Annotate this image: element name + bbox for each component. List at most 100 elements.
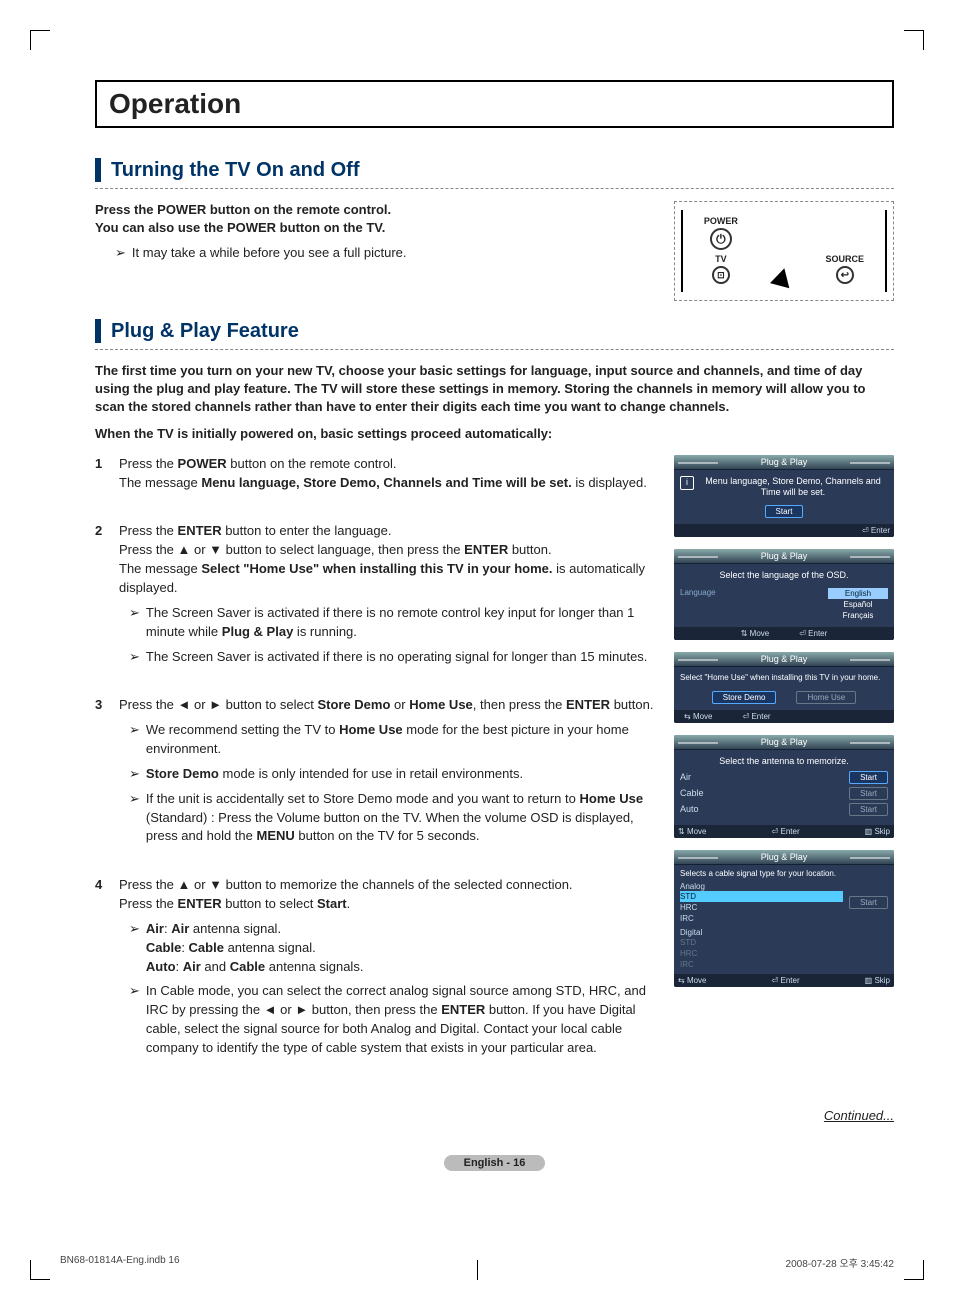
osd-title: Plug & Play <box>674 735 894 750</box>
chapter-title: Operation <box>109 88 880 120</box>
print-footer: BN68-01814A-Eng.indb 16 2008-07-28 오후 3:… <box>60 1255 894 1270</box>
section-intro: The first time you turn on your new TV, … <box>95 362 894 417</box>
osd-title: Plug & Play <box>674 652 894 667</box>
antenna-option[interactable]: Air <box>680 772 691 782</box>
page: Operation Turning the TV On and Off Pres… <box>0 0 954 1310</box>
signal-option[interactable]: HRC <box>680 948 843 959</box>
osd-title: Plug & Play <box>674 850 894 865</box>
section-intro2: When the TV is initially powered on, bas… <box>95 425 894 443</box>
enter-hint: ⏎ Enter <box>772 976 800 985</box>
start-button[interactable]: Start <box>849 803 888 816</box>
bullet-icon: ➢ <box>129 648 140 667</box>
crop-mark <box>904 1260 924 1280</box>
step-number: 2 <box>95 522 119 666</box>
osd-panel-4: Plug & Play Select the antenna to memori… <box>674 735 894 838</box>
start-button[interactable]: Start <box>849 896 888 909</box>
osd-panel-5: Plug & Play Selects a cable signal type … <box>674 850 894 987</box>
start-button[interactable]: Start <box>849 787 888 800</box>
step-3: 3 Press the ◄ or ► button to select Stor… <box>95 696 654 846</box>
source-button-label: SOURCE ↩ <box>826 242 865 286</box>
tv-icon: ⊡ <box>712 266 730 284</box>
osd-panel-3: Plug & Play Select "Home Use" when insta… <box>674 652 894 723</box>
osd-message: Menu language, Store Demo, Channels and … <box>680 476 888 499</box>
bullet-icon: ➢ <box>129 920 140 977</box>
page-number: English - 16 <box>95 1153 894 1171</box>
pointer-arrow-icon <box>770 266 794 289</box>
digital-label: Digital <box>680 928 843 937</box>
osd-message: Select the language of the OSD. <box>680 570 888 582</box>
footer-right: 2008-07-28 오후 3:45:42 <box>786 1255 894 1270</box>
bullet-icon: ➢ <box>129 604 140 642</box>
signal-option[interactable]: STD <box>680 937 843 948</box>
move-hint: ⇆ Move <box>684 712 713 721</box>
source-icon: ↩ <box>836 266 854 284</box>
bullet-icon: ➢ <box>115 245 126 261</box>
skip-hint: ▥ Skip <box>865 976 890 985</box>
osd-panel-1: Plug & Play i Menu language, Store Demo,… <box>674 455 894 537</box>
info-icon: i <box>680 476 694 490</box>
power-icon: ⏻ <box>710 228 732 250</box>
step-4: 4 Press the ▲ or ▼ button to memorize th… <box>95 876 654 1058</box>
label: SOURCE <box>826 254 865 264</box>
intro-text: Press the POWER button on the remote con… <box>95 201 654 237</box>
enter-hint: ⏎ Enter <box>772 827 800 836</box>
lang-option[interactable]: Español <box>828 599 888 610</box>
label: POWER <box>704 216 738 226</box>
footer-left: BN68-01814A-Eng.indb 16 <box>60 1255 180 1270</box>
antenna-option[interactable]: Auto <box>680 804 699 814</box>
signal-option[interactable]: IRC <box>680 913 843 924</box>
osd-title: Plug & Play <box>674 549 894 564</box>
intro-line: Press the POWER button on the remote con… <box>95 202 391 217</box>
continued-label: Continued... <box>95 1108 894 1123</box>
start-button[interactable]: Start <box>765 505 804 518</box>
antenna-option[interactable]: Cable <box>680 788 704 798</box>
power-button-label: POWER ⏻ TV ⊡ <box>704 216 738 286</box>
store-demo-button[interactable]: Store Demo <box>712 691 777 704</box>
step-number: 3 <box>95 696 119 846</box>
bullet-icon: ➢ <box>129 765 140 784</box>
section-header: Turning the TV On and Off <box>95 158 894 189</box>
note-text: It may take a while before you see a ful… <box>132 245 407 261</box>
step-list: 1 Press the POWER button on the remote c… <box>95 455 654 1058</box>
accent-bar <box>95 319 101 343</box>
signal-option[interactable]: HRC <box>680 902 843 913</box>
osd-title: Plug & Play <box>674 455 894 470</box>
signal-option[interactable]: IRC <box>680 959 843 970</box>
accent-bar <box>95 158 101 182</box>
home-use-button[interactable]: Home Use <box>796 691 856 704</box>
osd-message: Selects a cable signal type for your loc… <box>680 869 888 878</box>
osd-panel-2: Plug & Play Select the language of the O… <box>674 549 894 640</box>
tv-button-diagram: POWER ⏻ TV ⊡ SOURCE ↩ <box>674 201 894 301</box>
osd-message: Select "Home Use" when installing this T… <box>680 673 888 683</box>
crop-mark <box>30 30 50 50</box>
lang-option[interactable]: English <box>828 588 888 599</box>
move-hint: ⇆ Move <box>678 976 707 985</box>
bullet-icon: ➢ <box>129 982 140 1057</box>
section-header: Plug & Play Feature <box>95 319 894 350</box>
osd-message: Select the antenna to memorize. <box>680 756 888 768</box>
note: ➢ It may take a while before you see a f… <box>115 245 654 261</box>
move-hint: ⇅ Move <box>741 629 770 638</box>
section2-body: 1 Press the POWER button on the remote c… <box>95 455 894 1088</box>
enter-hint: ⏎ Enter <box>743 712 771 721</box>
step-1: 1 Press the POWER button on the remote c… <box>95 455 654 493</box>
skip-hint: ▥ Skip <box>865 827 890 836</box>
language-label: Language <box>680 588 716 621</box>
analog-label: Analog <box>680 882 843 891</box>
bullet-icon: ➢ <box>129 721 140 759</box>
move-hint: ⇅ Move <box>678 827 707 836</box>
step-2: 2 Press the ENTER button to enter the la… <box>95 522 654 666</box>
label: TV <box>704 254 738 264</box>
language-list[interactable]: English Español Français <box>828 588 888 621</box>
intro-line: You can also use the POWER button on the… <box>95 220 385 235</box>
lang-option[interactable]: Français <box>828 610 888 621</box>
chapter-title-box: Operation <box>95 80 894 128</box>
enter-hint: ⏎ Enter <box>799 629 827 638</box>
start-button[interactable]: Start <box>849 771 888 784</box>
signal-option[interactable]: STD <box>680 891 843 902</box>
crop-mark <box>30 1260 50 1280</box>
section1-body: Press the POWER button on the remote con… <box>95 201 894 301</box>
section-heading: Plug & Play Feature <box>111 320 299 343</box>
step-number: 4 <box>95 876 119 1058</box>
enter-hint: ⏎ Enter <box>862 526 890 535</box>
